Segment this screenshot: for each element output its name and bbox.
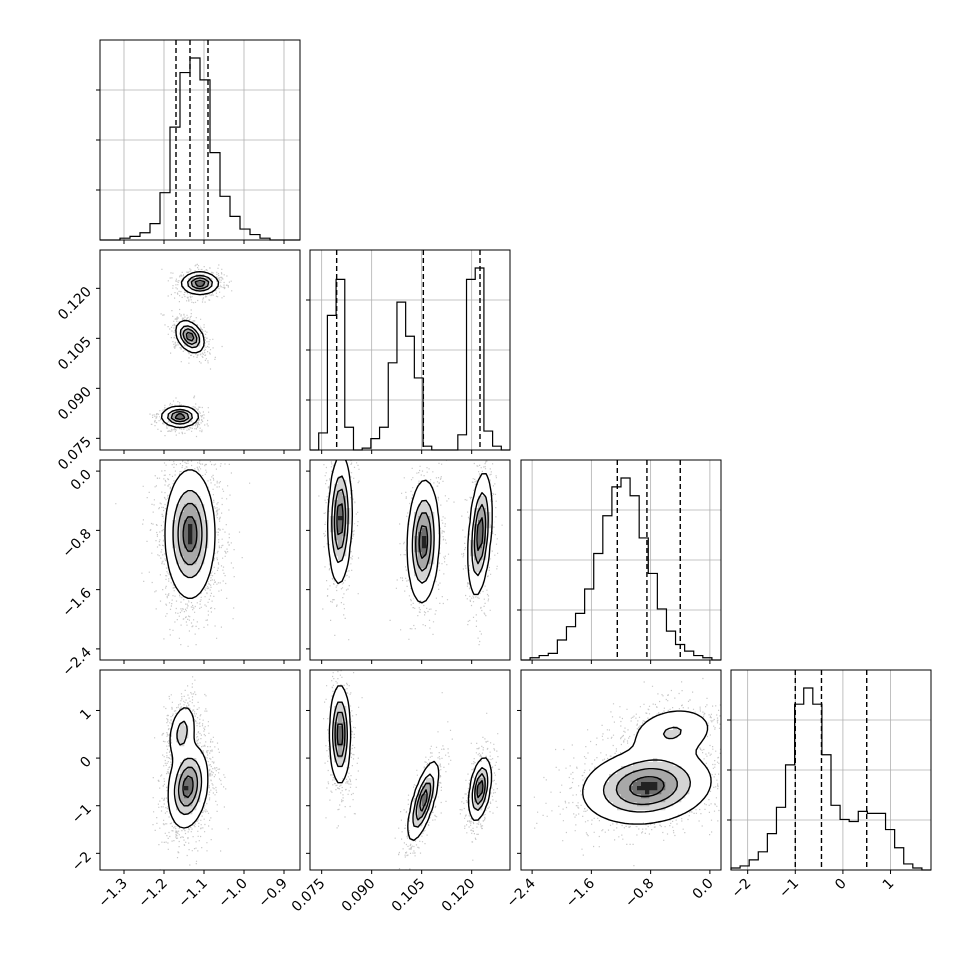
density-contour	[602, 726, 691, 813]
density-contour	[615, 768, 678, 806]
x-tick-label: 0.105	[389, 876, 429, 916]
density-fill	[617, 770, 678, 807]
x-tick-label: −1.2	[135, 876, 170, 911]
scatter-panel-1-2: 0.075 0.090 0.105 0.120	[55, 249, 301, 474]
density-fill	[326, 460, 495, 601]
scatter-panel-1-4: −1.3 −1.2 −1.1 −1.0 −0.9 −2 −1 0 1	[69, 669, 301, 911]
density-fill	[172, 492, 209, 577]
histogram-panel-1	[96, 39, 301, 244]
y-tick-label: −1	[69, 801, 95, 827]
x-tick-label: 0	[832, 876, 850, 894]
x-tick-label: 0.120	[439, 876, 479, 916]
density-contour	[336, 503, 484, 559]
y-tick-label: 0.075	[55, 434, 95, 474]
scatter-panel-2-3	[306, 459, 511, 664]
density-core	[184, 786, 189, 791]
density-fill	[160, 270, 221, 427]
y-tick-label: 0	[77, 754, 95, 772]
density-contour	[177, 766, 199, 807]
y-tick-label: 0.120	[55, 284, 95, 324]
y-tick-label: 1	[77, 706, 95, 724]
histogram-step	[521, 477, 721, 661]
density-contour	[327, 460, 493, 604]
histogram-panel-2	[306, 249, 511, 454]
x-tick-label: 0.0	[690, 876, 717, 903]
y-tick-label: 0.0	[68, 467, 95, 494]
density-contour	[174, 279, 206, 420]
density-contour	[334, 711, 486, 821]
density-contour	[172, 490, 208, 579]
density-contour	[182, 516, 198, 552]
histogram-panel-4: −2 −1 0 1	[727, 669, 932, 902]
density-contour	[170, 277, 210, 423]
density-contour	[582, 710, 712, 825]
y-tick-label: −0.8	[59, 526, 94, 561]
density-contour	[167, 707, 209, 829]
x-tick-label: −1.1	[175, 876, 210, 911]
density-contour	[182, 775, 194, 799]
scatter-panel-2-4: 0.075 0.090 0.105 0.120	[289, 669, 511, 916]
density-contour	[173, 720, 203, 816]
x-tick-label: 1	[880, 876, 898, 894]
density-fill	[338, 726, 483, 807]
x-tick-label: −1	[776, 876, 802, 902]
density-contour	[164, 469, 216, 599]
x-tick-label: −2	[729, 876, 755, 902]
density-fill	[605, 726, 690, 811]
x-tick-label: −2.4	[504, 875, 539, 910]
histogram-step	[730, 687, 931, 871]
x-tick-label: −0.9	[255, 876, 290, 911]
density-core	[637, 782, 658, 795]
x-tick-label: −1.3	[95, 876, 130, 911]
density-contour	[160, 271, 220, 429]
scatter-panel-1-3: −2.4 −1.6 −0.8 0.0	[59, 459, 301, 680]
density-contour	[331, 475, 489, 584]
density-contour	[167, 274, 213, 425]
y-tick-label: 0.090	[55, 384, 95, 424]
density-fill	[180, 504, 201, 565]
density-contour	[328, 685, 493, 841]
x-tick-label: −1.0	[215, 876, 250, 911]
x-tick-label: 0.090	[339, 876, 379, 916]
x-tick-label: −1.6	[563, 875, 598, 910]
histogram-step	[310, 267, 510, 451]
density-fill	[164, 468, 217, 601]
density-core	[188, 524, 193, 545]
density-contour	[177, 502, 203, 566]
x-tick-label: −0.8	[622, 876, 657, 911]
y-tick-label: −2.4	[59, 644, 94, 679]
x-tick-label: 0.075	[289, 876, 329, 916]
histogram-panel-3	[517, 459, 722, 664]
density-fill	[581, 710, 714, 827]
density-contour	[336, 723, 484, 812]
histogram-step	[100, 57, 300, 241]
scatter-panel-3-4: −2.4 −1.6 −0.8 0.0	[504, 669, 722, 911]
y-tick-label: −1.6	[59, 585, 94, 620]
density-contour	[629, 776, 665, 798]
density-contour	[332, 701, 489, 828]
y-tick-label: 0.105	[55, 334, 95, 374]
y-tick-label: −2	[69, 849, 95, 875]
sample-points	[152, 676, 229, 870]
density-contour	[333, 488, 487, 572]
